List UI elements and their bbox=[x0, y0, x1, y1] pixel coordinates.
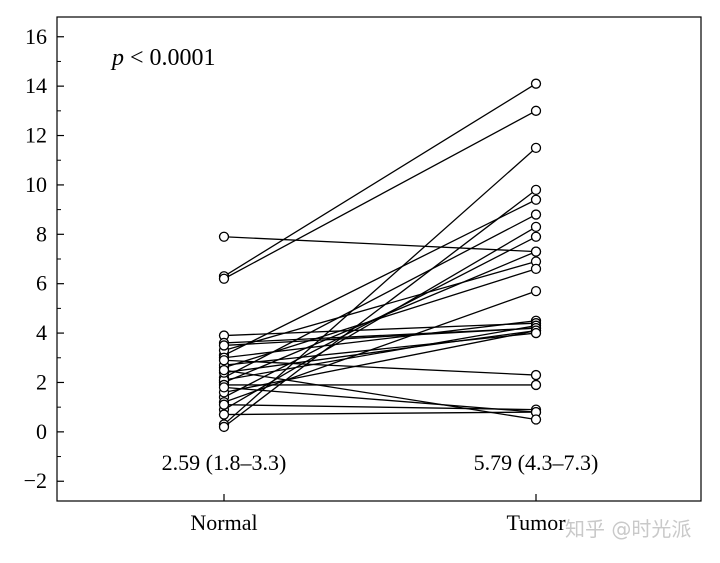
pair-line bbox=[223, 290, 537, 403]
normal-point bbox=[218, 382, 230, 393]
tumor-point bbox=[530, 105, 542, 116]
pair-line bbox=[223, 329, 537, 374]
plot-frame bbox=[56, 16, 702, 502]
tumor-point bbox=[530, 142, 542, 154]
pair-line bbox=[223, 213, 537, 379]
y-tick-label: 2 bbox=[36, 369, 47, 394]
pair-line bbox=[223, 386, 537, 413]
tumor-point bbox=[530, 327, 542, 339]
normal-point bbox=[218, 399, 230, 410]
y-tick-label: 16 bbox=[25, 24, 47, 49]
normal-point bbox=[218, 421, 230, 433]
tumor-point bbox=[530, 194, 542, 205]
pair-line bbox=[223, 199, 537, 356]
x-category-label: Tumor bbox=[506, 510, 566, 535]
y-axis: −2 0 2 4 6 8 10 12 14 16 bbox=[24, 24, 64, 493]
watermark: 知乎 @时光派 bbox=[565, 517, 691, 541]
pair-line bbox=[223, 359, 537, 376]
normal-point bbox=[218, 231, 230, 242]
pair-line bbox=[223, 322, 537, 337]
pair-line bbox=[223, 369, 537, 421]
normal-point bbox=[218, 340, 230, 351]
tumor-point bbox=[530, 369, 542, 381]
pair-line bbox=[223, 250, 537, 384]
pair-line bbox=[223, 320, 537, 359]
tumor-summary-label: 5.79 (4.3–7.3) bbox=[474, 450, 599, 475]
tumor-point bbox=[530, 231, 542, 242]
y-tick-label: 8 bbox=[36, 221, 47, 246]
normal-point bbox=[218, 273, 230, 284]
tumor-point bbox=[530, 209, 542, 220]
pair-line bbox=[223, 83, 537, 277]
y-tick-label: 12 bbox=[25, 123, 47, 148]
y-tick-label: 0 bbox=[36, 419, 47, 444]
pair-line bbox=[223, 404, 537, 411]
pair-lines bbox=[223, 83, 537, 428]
tumor-point bbox=[530, 246, 542, 257]
tumor-point bbox=[530, 285, 542, 297]
y-tick-label: −2 bbox=[24, 468, 47, 493]
x-axis: Normal Tumor bbox=[190, 494, 566, 535]
normal-point bbox=[218, 364, 230, 376]
x-category-label: Normal bbox=[190, 510, 257, 535]
tumor-point bbox=[530, 184, 542, 196]
pair-line bbox=[223, 236, 537, 253]
pair-line bbox=[223, 260, 537, 351]
y-tick-label: 10 bbox=[25, 172, 47, 197]
y-tick-label: 6 bbox=[36, 271, 47, 296]
p-value-annotation: p < 0.0001 bbox=[110, 45, 216, 71]
tumor-point bbox=[530, 78, 542, 89]
normal-point bbox=[218, 409, 230, 420]
pair-line bbox=[223, 411, 537, 416]
tumor-point bbox=[530, 263, 542, 275]
tumor-point bbox=[530, 414, 542, 425]
normal-summary-label: 2.59 (1.8–3.3) bbox=[162, 450, 287, 475]
pair-line bbox=[223, 325, 537, 381]
pair-line bbox=[223, 110, 537, 280]
normal-point bbox=[218, 355, 230, 366]
pair-line bbox=[223, 329, 537, 393]
tumor-point bbox=[530, 379, 542, 391]
tumor-point bbox=[530, 221, 542, 233]
y-tick-label: 14 bbox=[25, 73, 47, 98]
pair-line bbox=[223, 327, 537, 347]
pair-line bbox=[223, 332, 537, 366]
y-tick-label: 4 bbox=[36, 320, 47, 345]
pair-line bbox=[223, 189, 537, 428]
data-points bbox=[218, 78, 542, 433]
